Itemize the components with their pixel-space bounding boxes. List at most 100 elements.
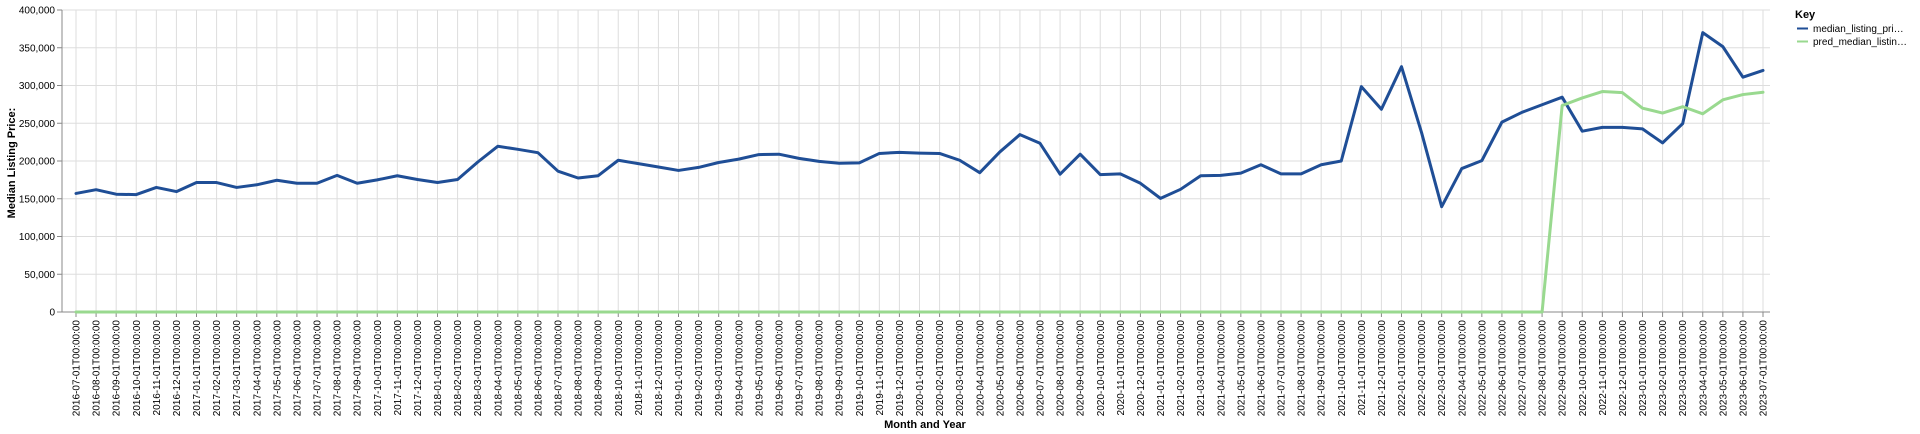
y-tick-label: 150,000 bbox=[19, 194, 56, 205]
x-tick-label: 2021-05-01T00:00:00 bbox=[1236, 320, 1247, 417]
x-tick-label: 2021-04-01T00:00:00 bbox=[1216, 320, 1227, 417]
x-tick-label: 2018-02-01T00:00:00 bbox=[453, 320, 464, 417]
x-tick-label: 2022-10-01T00:00:00 bbox=[1578, 320, 1589, 417]
x-tick-label: 2019-02-01T00:00:00 bbox=[694, 320, 705, 417]
x-tick-label: 2017-10-01T00:00:00 bbox=[373, 320, 384, 417]
x-tick-label: 2020-12-01T00:00:00 bbox=[1136, 320, 1147, 417]
x-tick-label: 2023-03-01T00:00:00 bbox=[1678, 320, 1689, 417]
x-tick-label: 2022-05-01T00:00:00 bbox=[1477, 320, 1488, 417]
x-tick-label: 2017-07-01T00:00:00 bbox=[313, 320, 324, 417]
legend-label: median_listing_pri… bbox=[1813, 24, 1904, 35]
x-tick-label: 2019-06-01T00:00:00 bbox=[774, 320, 785, 417]
x-tick-label: 2022-02-01T00:00:00 bbox=[1417, 320, 1428, 417]
x-tick-label: 2022-12-01T00:00:00 bbox=[1618, 320, 1629, 417]
x-tick-label: 2021-12-01T00:00:00 bbox=[1377, 320, 1388, 417]
x-tick-label: 2017-02-01T00:00:00 bbox=[212, 320, 223, 417]
x-tick-label: 2021-03-01T00:00:00 bbox=[1196, 320, 1207, 417]
x-tick-label: 2022-09-01T00:00:00 bbox=[1558, 320, 1569, 417]
x-tick-label: 2018-01-01T00:00:00 bbox=[433, 320, 444, 417]
y-tick-label: 200,000 bbox=[19, 157, 56, 168]
x-tick-label: 2017-11-01T00:00:00 bbox=[393, 320, 404, 416]
x-tick-label: 2018-12-01T00:00:00 bbox=[654, 320, 665, 417]
x-tick-label: 2020-04-01T00:00:00 bbox=[975, 320, 986, 417]
x-tick-label: 2018-07-01T00:00:00 bbox=[554, 320, 565, 417]
x-tick-label: 2017-01-01T00:00:00 bbox=[192, 320, 203, 417]
x-tick-label: 2020-05-01T00:00:00 bbox=[995, 320, 1006, 417]
x-tick-label: 2022-04-01T00:00:00 bbox=[1457, 320, 1468, 417]
x-tick-label: 2022-03-01T00:00:00 bbox=[1437, 320, 1448, 417]
x-tick-label: 2020-11-01T00:00:00 bbox=[1116, 320, 1127, 416]
x-tick-label: 2018-11-01T00:00:00 bbox=[634, 320, 645, 416]
series-lines bbox=[74, 31, 1765, 314]
y-tick-label: 0 bbox=[49, 308, 55, 319]
x-tick-label: 2021-07-01T00:00:00 bbox=[1277, 320, 1288, 417]
x-tick-label: 2017-12-01T00:00:00 bbox=[413, 320, 424, 417]
y-axis-title: Median Listing Price: bbox=[6, 108, 18, 219]
x-tick-labels: 2016-07-01T00:00:00 2016-08-01T00:00:00 20… bbox=[72, 320, 1770, 417]
x-tick-label: 2023-01-01T00:00:00 bbox=[1638, 320, 1649, 417]
x-tick-label: 2016-07-01T00:00:00 bbox=[72, 320, 83, 417]
series-line-1 bbox=[74, 90, 1765, 314]
x-tick-label: 2023-07-01T00:00:00 bbox=[1759, 320, 1770, 417]
x-tick-label: 2018-04-01T00:00:00 bbox=[493, 320, 504, 417]
x-tick-label: 2019-08-01T00:00:00 bbox=[815, 320, 826, 417]
x-tick-label: 2020-06-01T00:00:00 bbox=[1015, 320, 1026, 417]
gridlines bbox=[62, 9, 1770, 313]
x-tick-label: 2020-09-01T00:00:00 bbox=[1076, 320, 1087, 417]
x-tick-label: 2022-01-01T00:00:00 bbox=[1397, 320, 1408, 417]
x-axis-title: Month and Year bbox=[884, 419, 966, 431]
y-tick-label: 300,000 bbox=[19, 81, 56, 92]
x-tick-label: 2019-12-01T00:00:00 bbox=[895, 320, 906, 417]
legend-title: Key bbox=[1795, 9, 1816, 21]
x-tick-label: 2021-06-01T00:00:00 bbox=[1256, 320, 1267, 417]
x-tick-label: 2019-01-01T00:00:00 bbox=[674, 320, 685, 417]
x-tick-label: 2019-07-01T00:00:00 bbox=[795, 320, 806, 417]
y-tick-label: 50,000 bbox=[24, 270, 55, 281]
legend-label: pred_median_listin… bbox=[1813, 37, 1907, 48]
x-tick-label: 2020-02-01T00:00:00 bbox=[935, 320, 946, 417]
x-tick-label: 2019-05-01T00:00:00 bbox=[754, 320, 765, 417]
x-tick-label: 2023-04-01T00:00:00 bbox=[1698, 320, 1709, 417]
x-tick-label: 2020-07-01T00:00:00 bbox=[1036, 320, 1047, 417]
x-tick-label: 2016-11-01T00:00:00 bbox=[152, 320, 163, 416]
y-tick-label: 250,000 bbox=[19, 119, 56, 130]
x-tick-label: 2021-10-01T00:00:00 bbox=[1337, 320, 1348, 417]
x-tick-label: 2021-08-01T00:00:00 bbox=[1297, 320, 1308, 417]
series-line-0 bbox=[74, 31, 1765, 209]
x-tick-label: 2019-03-01T00:00:00 bbox=[714, 320, 725, 417]
x-tick-label: 2018-03-01T00:00:00 bbox=[473, 320, 484, 417]
y-tick-label: 400,000 bbox=[19, 6, 56, 17]
x-tick-label: 2018-08-01T00:00:00 bbox=[574, 320, 585, 417]
x-tick-label: 2019-11-01T00:00:00 bbox=[875, 320, 886, 416]
x-tick-label: 2018-06-01T00:00:00 bbox=[533, 320, 544, 417]
axes bbox=[57, 9, 1770, 317]
x-tick-label: 2016-10-01T00:00:00 bbox=[132, 320, 143, 417]
x-tick-label: 2023-05-01T00:00:00 bbox=[1718, 320, 1729, 417]
x-tick-label: 2019-04-01T00:00:00 bbox=[734, 320, 745, 417]
x-tick-label: 2021-11-01T00:00:00 bbox=[1357, 320, 1368, 416]
x-tick-label: 2021-02-01T00:00:00 bbox=[1176, 320, 1187, 417]
x-tick-label: 2017-08-01T00:00:00 bbox=[333, 320, 344, 417]
x-tick-label: 2022-08-01T00:00:00 bbox=[1538, 320, 1549, 417]
x-tick-label: 2023-02-01T00:00:00 bbox=[1658, 320, 1669, 417]
x-tick-label: 2020-08-01T00:00:00 bbox=[1056, 320, 1067, 417]
y-tick-label: 100,000 bbox=[19, 232, 56, 243]
y-tick-labels: 0 50,000 100,000 150,000 200,000 250,000 300,0… bbox=[19, 6, 56, 319]
x-tick-label: 2020-03-01T00:00:00 bbox=[955, 320, 966, 417]
x-tick-label: 2020-01-01T00:00:00 bbox=[915, 320, 926, 417]
x-tick-label: 2022-11-01T00:00:00 bbox=[1598, 320, 1609, 416]
x-tick-label: 2019-10-01T00:00:00 bbox=[855, 320, 866, 417]
x-tick-label: 2021-01-01T00:00:00 bbox=[1156, 320, 1167, 417]
y-tick-label: 350,000 bbox=[19, 43, 56, 54]
x-tick-label: 2023-06-01T00:00:00 bbox=[1738, 320, 1749, 417]
x-tick-label: 2022-07-01T00:00:00 bbox=[1518, 320, 1529, 417]
x-tick-label: 2018-09-01T00:00:00 bbox=[594, 320, 605, 417]
x-tick-label: 2022-06-01T00:00:00 bbox=[1497, 320, 1508, 417]
x-tick-label: 2016-09-01T00:00:00 bbox=[112, 320, 123, 417]
x-tick-label: 2017-05-01T00:00:00 bbox=[272, 320, 283, 417]
x-tick-label: 2017-03-01T00:00:00 bbox=[232, 320, 243, 417]
x-tick-label: 2016-12-01T00:00:00 bbox=[172, 320, 183, 417]
legend: Key median_listing_pri… pred_median_listi… bbox=[1795, 9, 1907, 48]
x-tick-label: 2020-10-01T00:00:00 bbox=[1096, 320, 1107, 417]
